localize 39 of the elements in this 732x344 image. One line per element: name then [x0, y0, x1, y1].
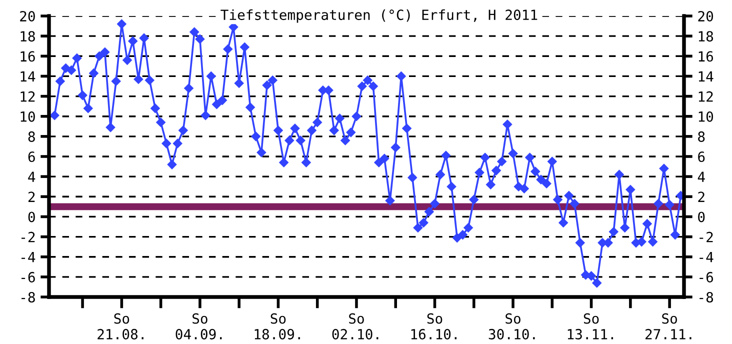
y2-tick-label: 14 — [698, 71, 714, 82]
y-tick-label: 8 — [28, 131, 35, 142]
y-tick-label: 6 — [28, 152, 35, 162]
y-tick-label: 4 — [28, 172, 36, 182]
y2-tick-label: 6 — [698, 152, 705, 162]
y2-tick-label: -8 — [700, 292, 714, 303]
y2-tick-label: 0 — [698, 212, 705, 222]
x-tick-label: So 21.08. — [98, 313, 144, 340]
y2-tick-label: 2 — [698, 192, 704, 202]
x-tick-label: So 02.10. — [332, 313, 378, 340]
x-tick-label: So 13.11. — [568, 313, 614, 340]
y-tick-label: 0 — [28, 212, 35, 222]
x-tick-label: So 27.11. — [646, 313, 692, 340]
x-tick-label: So 30.10. — [488, 313, 535, 340]
y2-tick-label: 18 — [698, 31, 714, 42]
y2-tick-label: -4 — [700, 252, 714, 262]
y-tick-label: 16 — [20, 51, 35, 62]
y-tick-label: -2 — [22, 232, 35, 242]
y-tick-label: 10 — [20, 111, 35, 122]
y2-tick-label: 12 — [698, 91, 713, 102]
x-tick-label: So 16.10. — [411, 313, 457, 340]
y-tick-label: 14 — [20, 71, 36, 82]
y-tick-label: 20 — [20, 11, 35, 22]
chart-title: Tiefsttemperaturen (°C) Erfurt, H 2011 — [220, 9, 538, 23]
y2-tick-label: 16 — [698, 51, 714, 62]
y-tick-label: -6 — [22, 272, 35, 282]
x-tick-label: So 18.09. — [254, 313, 300, 340]
y2-tick-label: 10 — [698, 111, 714, 122]
y2-tick-label: -6 — [700, 272, 714, 282]
y-tick-label: 12 — [20, 91, 35, 102]
y-tick-label: 2 — [28, 192, 35, 202]
y-tick-label: -4 — [22, 252, 36, 262]
y2-tick-label: 8 — [698, 131, 705, 142]
y-tick-label: -8 — [22, 292, 35, 303]
y-tick-label: 18 — [20, 31, 35, 42]
y2-tick-label: -2 — [700, 232, 713, 242]
y2-tick-label: 20 — [698, 11, 714, 22]
y2-tick-label: 4 — [698, 172, 705, 182]
x-tick-label: So 04.09. — [176, 313, 222, 340]
